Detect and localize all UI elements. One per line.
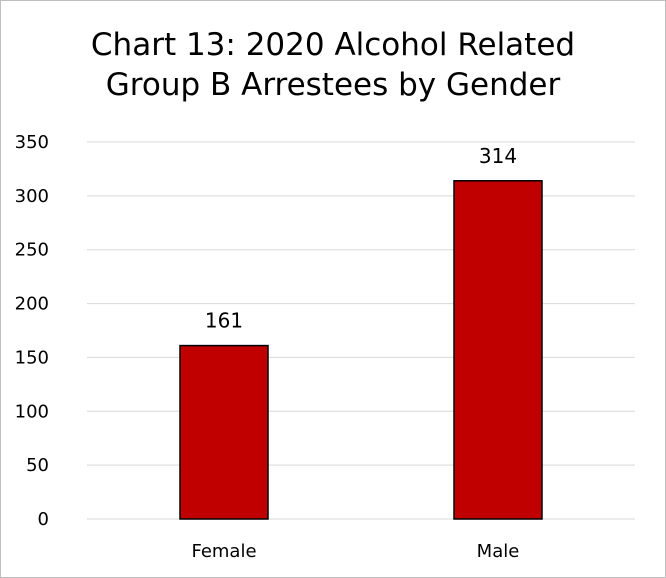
chart-title: Chart 13: 2020 Alcohol Related Group B A…: [1, 25, 665, 105]
bar-female: [179, 344, 269, 520]
x-tick-label-female: Female: [191, 541, 256, 562]
bar-male: [453, 180, 543, 520]
y-tick-label-50: 50: [26, 455, 49, 476]
y-tick-label-250: 250: [15, 240, 49, 261]
chart-title-line-2: Group B Arrestees by Gender: [105, 67, 561, 103]
y-tick-label-300: 300: [15, 186, 49, 207]
data-label-female: 161: [205, 309, 243, 333]
y-tick-label-0: 0: [38, 509, 49, 530]
y-tick-label-150: 150: [15, 347, 49, 368]
y-tick-label-100: 100: [15, 401, 49, 422]
y-tick-label-350: 350: [15, 132, 49, 153]
chart-title-line-1: Chart 13: 2020 Alcohol Related: [90, 27, 576, 63]
y-tick-label-200: 200: [15, 294, 49, 315]
x-tick-label-male: Male: [477, 541, 520, 562]
data-label-male: 314: [479, 144, 517, 168]
